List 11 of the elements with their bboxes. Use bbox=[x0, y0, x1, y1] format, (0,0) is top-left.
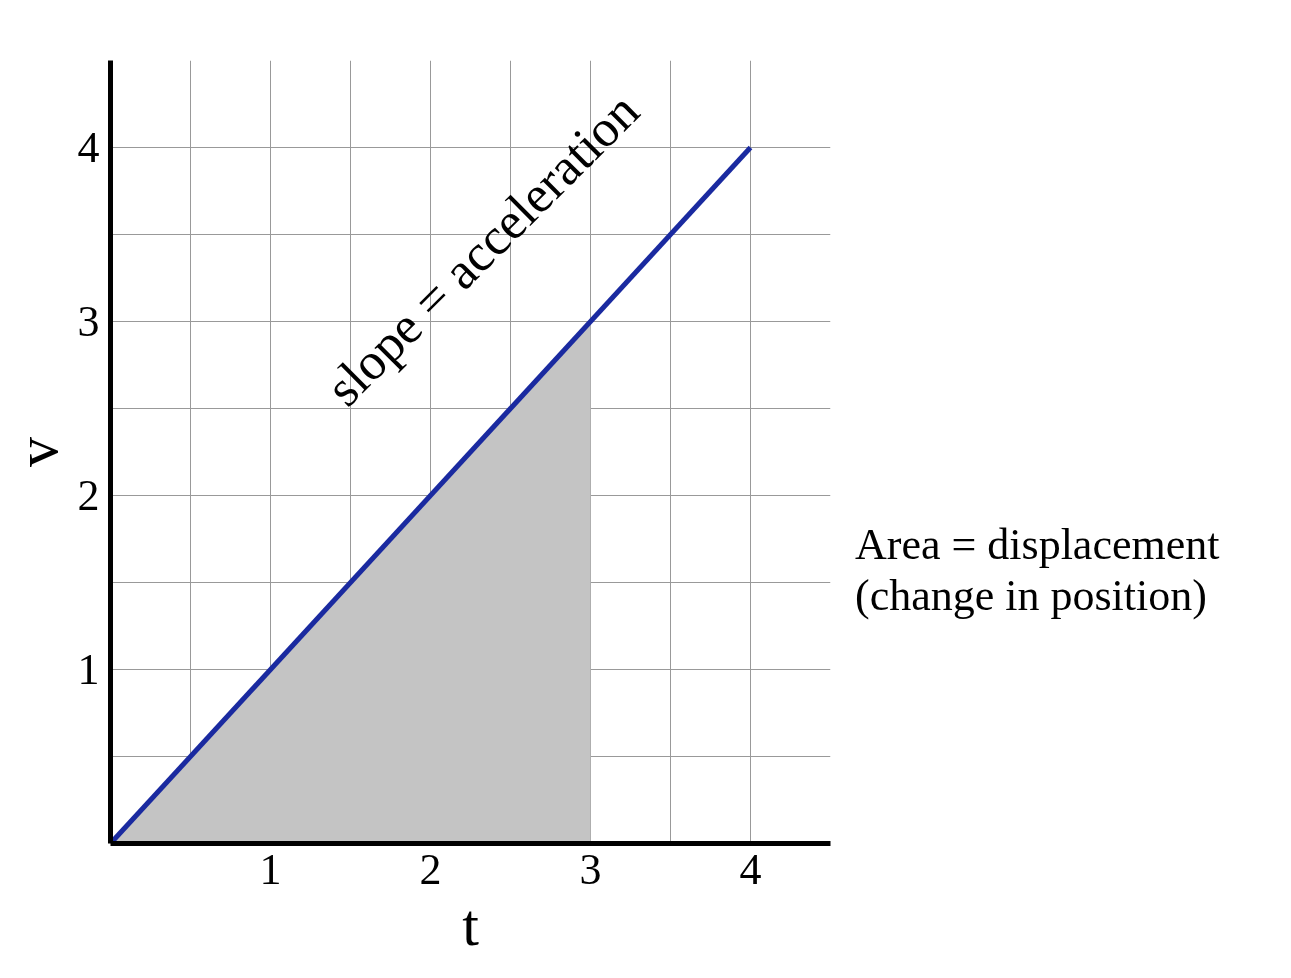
text: Area = displacement (change in position) bbox=[855, 520, 1220, 622]
x-tick-label: 2 bbox=[419, 844, 442, 894]
y-tick-label: 2 bbox=[77, 471, 100, 520]
x-axis-title: t bbox=[462, 891, 480, 958]
y-tick-label: 4 bbox=[77, 123, 100, 172]
y-tick-label: 3 bbox=[77, 297, 100, 346]
y-tick-label: 1 bbox=[77, 645, 100, 694]
x-tick-label: 1 bbox=[259, 844, 282, 894]
x-tick-label: 4 bbox=[739, 844, 762, 894]
y-axis-title: v bbox=[3, 437, 70, 467]
x-tick-label: 3 bbox=[579, 844, 602, 894]
